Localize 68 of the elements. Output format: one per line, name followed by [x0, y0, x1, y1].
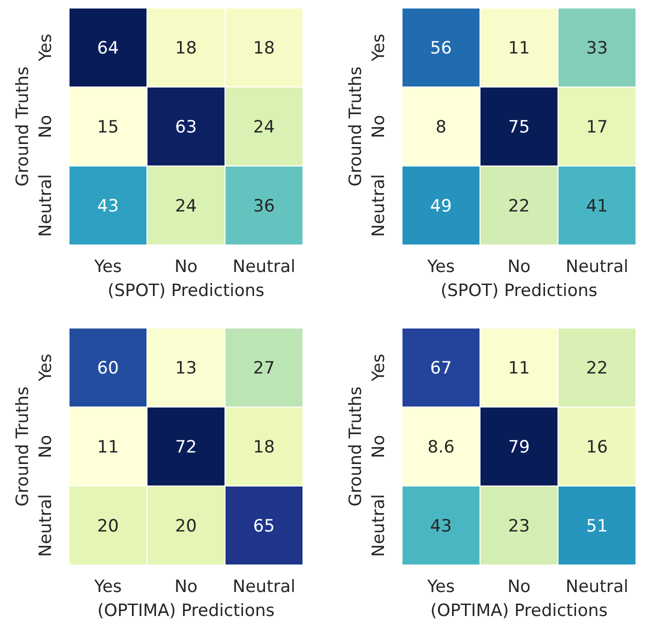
data-label: 75	[508, 117, 530, 138]
x-tick-label: Yes	[426, 577, 455, 597]
data-label: 67	[430, 358, 452, 378]
y-tick-label: No	[369, 114, 389, 138]
data-label: 15	[97, 117, 119, 138]
data-label: 60	[97, 358, 119, 378]
data-label: 13	[175, 358, 197, 378]
data-label: 20	[175, 516, 197, 536]
data-label: 11	[508, 358, 530, 378]
data-label: 18	[175, 38, 197, 58]
x-tick-label: Yes	[426, 257, 455, 277]
data-label: 8	[436, 117, 446, 138]
data-label: 27	[253, 358, 275, 378]
y-axis-title: Ground Truths	[346, 386, 366, 506]
x-tick-label: No	[507, 257, 531, 277]
x-axis-title: (SPOT) Predictions	[108, 281, 265, 301]
data-label: 17	[586, 117, 608, 138]
data-label: 33	[586, 38, 608, 58]
x-tick-label: Yes	[93, 257, 122, 277]
data-label: 24	[253, 117, 275, 138]
x-axis-title: (OPTIMA) Predictions	[97, 601, 275, 619]
x-axis-title: (OPTIMA) Predictions	[430, 601, 608, 619]
y-tick-label: No	[369, 434, 389, 458]
y-tick-label: Neutral	[369, 174, 389, 237]
data-label: 64	[97, 38, 119, 58]
data-label: 51	[586, 516, 608, 536]
y-tick-label: No	[36, 114, 56, 138]
data-label: 11	[508, 38, 530, 58]
data-label: 20	[97, 516, 119, 536]
x-tick-label: Neutral	[566, 257, 628, 277]
data-label: 41	[586, 196, 608, 216]
y-axis-title: Ground Truths	[13, 386, 33, 506]
y-tick-label: Neutral	[36, 494, 56, 557]
data-label: 56	[430, 38, 452, 58]
x-tick-label: Neutral	[232, 577, 296, 597]
y-tick-label: Neutral	[369, 494, 389, 557]
data-label: 11	[97, 437, 119, 458]
data-label: 18	[253, 38, 275, 58]
x-axis-title: (SPOT) Predictions	[440, 281, 598, 301]
data-label: 65	[253, 516, 275, 536]
data-label: 23	[508, 516, 530, 536]
x-tick-label: Neutral	[232, 257, 296, 277]
x-tick-label: No	[174, 257, 198, 277]
y-tick-label: Yes	[369, 354, 389, 382]
data-label: 43	[97, 196, 119, 216]
data-label: 72	[175, 437, 197, 458]
x-tick-label: Neutral	[566, 577, 628, 597]
data-label: 63	[175, 117, 197, 138]
data-label: 16	[586, 437, 608, 458]
y-tick-label: Yes	[369, 34, 389, 62]
x-tick-label: No	[174, 577, 198, 597]
y-tick-label: Yes	[36, 354, 56, 382]
y-tick-label: Neutral	[36, 174, 56, 237]
data-label: 22	[586, 358, 608, 378]
data-label: 79	[508, 437, 530, 458]
y-axis-title: Ground Truths	[346, 66, 366, 186]
y-tick-label: No	[36, 434, 56, 458]
y-axis-title: Ground Truths	[13, 66, 33, 186]
data-label: 49	[430, 196, 452, 216]
data-label: 18	[253, 437, 275, 458]
data-label: 22	[508, 196, 530, 216]
data-label: 43	[430, 516, 452, 536]
data-label: 8.6	[427, 437, 455, 458]
x-tick-label: No	[507, 577, 531, 597]
y-tick-label: Yes	[36, 34, 56, 62]
x-tick-label: Yes	[93, 577, 122, 597]
data-label: 24	[175, 196, 197, 216]
data-label: 36	[253, 196, 275, 216]
